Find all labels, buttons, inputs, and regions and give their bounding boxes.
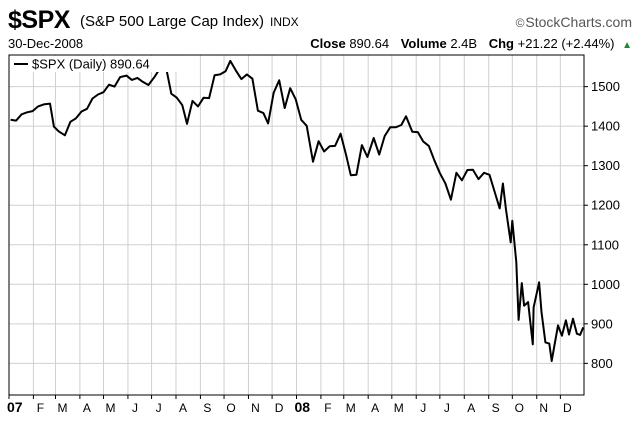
copyright-icon: © <box>515 16 525 30</box>
plot-frame <box>8 54 585 396</box>
x-tick-label: M <box>106 401 116 415</box>
x-tick-label: A <box>83 401 91 415</box>
x-tick-label: A <box>371 401 379 415</box>
chart-header: $SPX (S&P 500 Large Cap Index) INDX ©Stoc… <box>0 0 642 52</box>
y-tick-label: 1500 <box>591 79 620 94</box>
x-tick-label: A <box>467 401 475 415</box>
y-tick-label: 1300 <box>591 158 620 173</box>
close-label: Close <box>310 36 346 51</box>
x-tick-label: J <box>156 401 162 415</box>
y-tick-label: 1200 <box>591 198 620 213</box>
x-tick-label: 08 <box>295 399 311 415</box>
x-tick-label: J <box>444 401 450 415</box>
y-tick-label: 1400 <box>591 119 620 134</box>
y-tick-label: 800 <box>591 356 613 371</box>
grid <box>9 55 584 395</box>
symbol-name: (S&P 500 Large Cap Index) INDX <box>80 13 299 30</box>
x-tick-label: M <box>394 401 404 415</box>
close-value: 890.64 <box>349 36 390 51</box>
x-tick-label: M <box>346 401 356 415</box>
x-tick-label: J <box>420 401 426 415</box>
symbol: $SPX <box>8 6 70 34</box>
x-tick-label: N <box>251 401 260 415</box>
legend: $SPX (Daily) 890.64 <box>11 56 183 72</box>
y-tick-label: 1100 <box>591 237 619 252</box>
chg-value: +21.22 (+2.44%) <box>517 36 615 51</box>
y-axis: 800 900 1000 1100 1200 1300 1400 1500 <box>584 79 620 371</box>
x-tick-label: N <box>539 401 548 415</box>
x-axis: 07 F M A M J J A S O N D 08 F M A M J J A S O N D <box>7 395 572 415</box>
volume-value: 2.4B <box>450 36 478 51</box>
price-series-line <box>10 59 585 362</box>
symbol-description: (S&P 500 Large Cap Index) <box>80 13 265 30</box>
x-tick-label: F <box>324 401 331 415</box>
watermark: ©StockCharts.com <box>516 14 632 30</box>
x-tick-label: J <box>132 401 138 415</box>
exchange: INDX <box>270 15 299 29</box>
x-tick-label: A <box>179 401 187 415</box>
legend-label: $SPX (Daily) 890.64 <box>32 57 150 72</box>
chg-label: Chg <box>488 36 514 51</box>
x-tick-label: F <box>37 401 44 415</box>
volume-label: Volume <box>400 36 447 51</box>
x-tick-label: S <box>203 401 211 415</box>
x-tick-label: M <box>57 401 67 415</box>
up-arrow-icon: ▲ <box>622 40 632 51</box>
legend-background <box>11 56 183 72</box>
x-tick-label: S <box>492 401 500 415</box>
x-tick-label: D <box>563 401 572 415</box>
x-tick-label: 07 <box>7 399 23 415</box>
x-tick-label: O <box>515 401 524 415</box>
x-tick-label: D <box>275 401 284 415</box>
watermark-text: StockCharts.com <box>525 14 632 30</box>
chart-date: 30-Dec-2008 <box>8 36 84 51</box>
y-tick-label: 1000 <box>591 277 620 292</box>
y-tick-label: 900 <box>591 316 613 331</box>
quote-stats: Close 890.64 Volume 2.4B Chg +21.22 (+2.… <box>310 36 632 51</box>
x-tick-label: O <box>226 401 235 415</box>
